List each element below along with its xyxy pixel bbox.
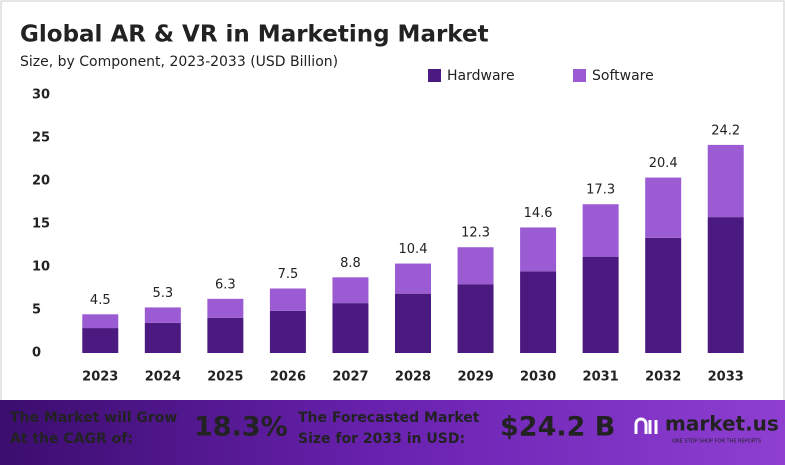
x-tick-label: 2030 [520, 370, 556, 385]
total-label: 20.4 [649, 156, 678, 171]
total-label: 5.3 [152, 286, 173, 301]
y-tick-label: 25 [32, 131, 50, 146]
x-tick-label: 2032 [645, 370, 681, 385]
bar-segment [207, 298, 244, 318]
legend-label: Software [592, 68, 654, 84]
total-label: 4.5 [90, 293, 111, 308]
chart-title: Global AR & VR in Marketing Market [20, 22, 489, 48]
x-tick-label: 2031 [583, 370, 619, 385]
x-tick-label: 2026 [270, 370, 306, 385]
forecast-value: $24.2 B [500, 412, 615, 443]
total-label: 24.2 [711, 123, 740, 138]
total-label: 7.5 [278, 267, 299, 282]
forecast-text: The Forecasted Market [298, 410, 480, 426]
legend-swatch [573, 69, 586, 82]
y-tick-label: 15 [32, 217, 50, 232]
footer-band [0, 400, 785, 465]
y-tick-label: 10 [32, 260, 50, 275]
bar-segment [332, 303, 369, 353]
tagline: ONE STOP SHOP FOR THE REPORTS [672, 439, 761, 445]
bar-segment [269, 288, 306, 311]
bar-segment [582, 256, 619, 353]
bar-segment [645, 177, 682, 238]
x-tick-label: 2027 [332, 370, 368, 385]
cagr-text: At the CAGR of: [10, 431, 133, 447]
bar-segment [707, 217, 744, 353]
x-tick-label: 2024 [145, 370, 181, 385]
total-label: 8.8 [340, 256, 361, 271]
bar-segment [269, 310, 306, 353]
bar-segment [395, 263, 431, 294]
bar-segment [82, 314, 119, 329]
y-tick-label: 30 [32, 88, 50, 103]
total-label: 12.3 [461, 226, 490, 241]
bar-segment [82, 328, 119, 353]
bar-segment [144, 322, 181, 353]
total-label: 10.4 [399, 242, 428, 257]
x-tick-label: 2028 [395, 370, 431, 385]
bar-segment [645, 237, 682, 353]
bar-segment [582, 204, 619, 257]
brand: market.us [665, 412, 779, 436]
legend-label: Hardware [447, 68, 515, 84]
bar-segment [395, 293, 431, 353]
x-tick-label: 2029 [457, 370, 493, 385]
total-label: 14.6 [524, 206, 553, 221]
y-tick-label: 5 [32, 303, 41, 318]
bar-segment [520, 227, 557, 272]
bar-segment [520, 271, 557, 353]
bar-segment [144, 307, 181, 323]
total-label: 6.3 [215, 277, 236, 292]
forecast-text: Size for 2033 in USD: [298, 431, 465, 447]
bar-segment [332, 277, 369, 304]
bar-segment [207, 317, 244, 353]
bar-segment [457, 284, 494, 353]
cagr-value: 18.3% [194, 412, 288, 443]
legend-swatch [428, 69, 441, 82]
y-tick-label: 20 [32, 174, 50, 189]
y-tick-label: 0 [32, 346, 41, 361]
bar-segment [457, 247, 494, 285]
bar-segment [707, 144, 744, 218]
chart-subtitle: Size, by Component, 2023-2033 (USD Billi… [20, 54, 338, 70]
brand-logo [634, 417, 658, 434]
cagr-text: The Market will Grow [10, 410, 177, 426]
total-label: 17.3 [586, 183, 615, 198]
x-tick-label: 2033 [708, 370, 744, 385]
x-tick-label: 2025 [207, 370, 243, 385]
x-tick-label: 2023 [82, 370, 118, 385]
